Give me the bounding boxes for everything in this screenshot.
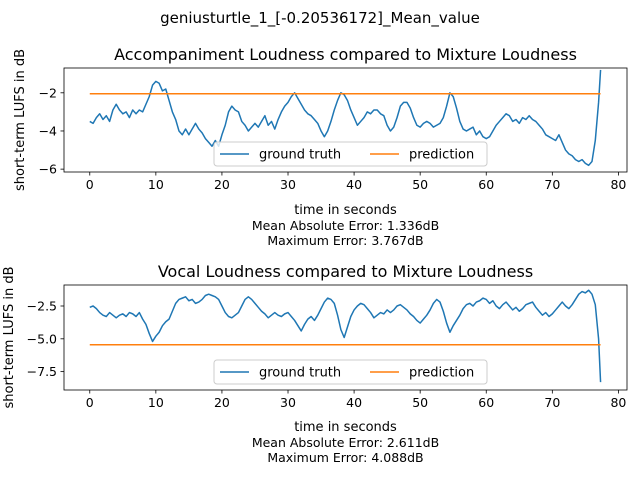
y-tick-label: −4 [39, 123, 57, 138]
x-tick-label: 20 [214, 177, 230, 192]
legend-entry-ground-truth-label: ground truth [259, 148, 341, 163]
chart-1: Accompaniment Loudness compared to Mixtu… [13, 45, 628, 248]
x-tick-label: 50 [412, 395, 428, 410]
x-axis-label: time in seconds [294, 203, 397, 218]
x-tick-label: 0 [86, 177, 94, 192]
y-axis-label: short-term LUFS in dB [2, 266, 17, 408]
x-tick-label: 40 [346, 395, 362, 410]
legend: ground truth prediction [213, 359, 488, 385]
stats-line: Mean Absolute Error: 1.336dB [252, 218, 439, 233]
y-tick-label: −2 [39, 85, 57, 100]
x-tick-label: 10 [148, 395, 164, 410]
x-tick-label: 60 [478, 177, 494, 192]
y-tick-label: −6 [39, 162, 57, 177]
y-axis-label: short-term LUFS in dB [13, 49, 28, 191]
chart-title: Vocal Loudness compared to Mixture Loudn… [158, 262, 533, 281]
x-tick-label: 20 [214, 395, 230, 410]
x-tick-label: 70 [544, 177, 560, 192]
axes-frame [63, 67, 628, 173]
legend-box [213, 141, 488, 167]
legend-entry-ground-truth-label: ground truth [259, 366, 341, 381]
ground-truth-line [89, 289, 602, 383]
ground-truth-line [89, 69, 602, 167]
x-tick-label: 60 [478, 395, 494, 410]
legend-entry-prediction-label: prediction [409, 366, 474, 381]
stats-line: Maximum Error: 3.767dB [267, 233, 423, 248]
x-tick-label: 70 [544, 395, 560, 410]
x-tick-label: 40 [346, 177, 362, 192]
chart-title: Accompaniment Loudness compared to Mixtu… [114, 45, 577, 64]
x-tick-label: 50 [412, 177, 428, 192]
plots-layer: Accompaniment Loudness compared to Mixtu… [2, 45, 628, 465]
axes-frame [63, 284, 628, 391]
x-tick-label: 30 [280, 395, 296, 410]
x-tick-label: 80 [610, 177, 626, 192]
legend-box [213, 359, 488, 385]
stats-line: Mean Absolute Error: 2.611dB [252, 435, 439, 450]
x-axis-label: time in seconds [294, 420, 397, 435]
stats-line: Maximum Error: 4.088dB [267, 450, 423, 465]
y-tick-label: −7.5 [27, 364, 57, 379]
legend-entry-prediction-label: prediction [409, 148, 474, 163]
legend: ground truth prediction [213, 141, 488, 167]
figure-suptitle: geniusturtle_1_[-0.20536172]_Mean_value [160, 9, 480, 28]
x-tick-label: 30 [280, 177, 296, 192]
x-tick-label: 10 [148, 177, 164, 192]
x-tick-label: 80 [610, 395, 626, 410]
y-tick-label: −2.5 [27, 299, 57, 314]
chart-2: Vocal Loudness compared to Mixture Loudn… [2, 262, 628, 465]
y-tick-label: −5.0 [27, 331, 57, 346]
x-tick-label: 0 [86, 395, 94, 410]
